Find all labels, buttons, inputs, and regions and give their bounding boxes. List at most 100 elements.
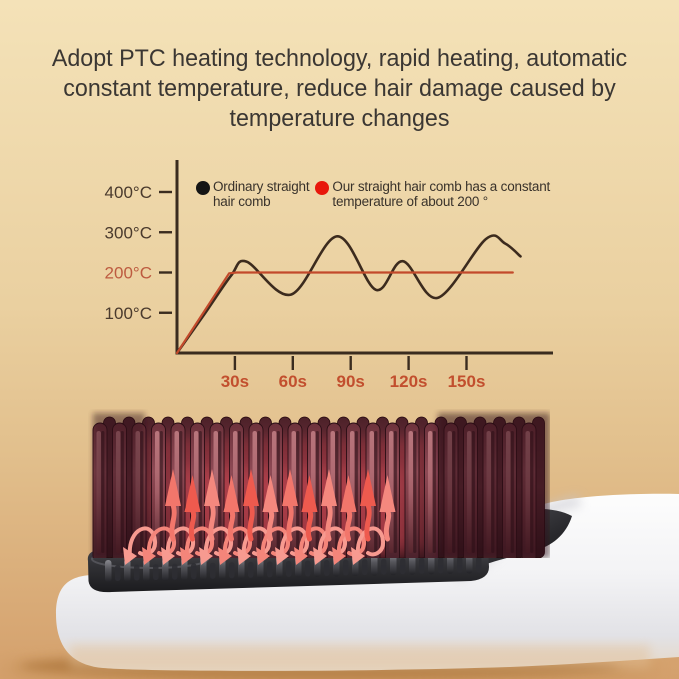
- heat-up-arrowhead-icon: [379, 475, 396, 512]
- x-axis-tick-label: 120s: [390, 372, 428, 391]
- bristle-loop-highlight: [194, 431, 199, 553]
- heat-up-arrowhead-icon: [321, 469, 337, 506]
- x-axis-tick-label: 60s: [279, 372, 307, 391]
- heat-up-arrow-icon: [344, 508, 353, 542]
- x-axis-tick-label: 150s: [448, 372, 486, 391]
- bristle-loop-highlight: [408, 431, 413, 553]
- heat-up-arrowhead-icon: [204, 469, 220, 506]
- bristle-tip: [419, 557, 425, 574]
- bristle-tip: [400, 558, 406, 575]
- heat-up-arrow-icon: [383, 508, 392, 542]
- heat-curl-arrowhead-icon: [313, 547, 327, 565]
- bristle-loop-highlight: [155, 431, 160, 553]
- heat-curl-arrowhead-icon: [275, 547, 289, 565]
- bristle-tip: [210, 562, 216, 579]
- bristle-shade-left: [93, 413, 145, 558]
- bristle-loop-highlight: [311, 431, 316, 553]
- bristle-loop-shadow: [354, 431, 358, 553]
- heat-up-arrowhead-icon: [360, 469, 376, 506]
- heat-curl-arrowhead-icon: [180, 547, 194, 565]
- bristle-tip: [362, 559, 368, 576]
- bristle-tip: [305, 560, 311, 577]
- bristle-loop-shadow: [315, 431, 319, 553]
- headline-line-1: Adopt PTC heating technology, rapid heat…: [51, 45, 628, 72]
- bristle-loop-shadow: [432, 431, 436, 553]
- heat-curl-arrowhead-icon: [294, 547, 308, 565]
- bristle-loop-highlight: [389, 431, 394, 553]
- bristle-tip: [457, 556, 463, 573]
- heat-curl-arrowhead-icon: [161, 547, 175, 565]
- bristle-loop-shadow: [179, 431, 183, 553]
- heat-up-arrow-icon: [325, 502, 333, 542]
- product-image-hair-straightener-comb: [0, 413, 679, 679]
- bristle-loop-shadow: [413, 431, 417, 553]
- heat-curl-arrowhead-icon: [123, 547, 137, 565]
- heat-up-arrowhead-icon: [340, 475, 357, 512]
- legend-label: Ordinary straight hair comb: [213, 179, 310, 209]
- bristle-tip: [381, 558, 387, 575]
- heat-up-arrowhead-icon: [301, 475, 318, 512]
- temperature-line-chart: 400°C 300°C 200°C 100°C 30s 60s 90s 120s 150s: [105, 160, 553, 391]
- bristle-tip: [124, 559, 131, 582]
- legend-item: Ordinary straight hair comb: [196, 179, 310, 209]
- heat-up-arrow-icon: [188, 508, 197, 542]
- bristle-shade-right: [438, 413, 550, 558]
- heat-up-arrowhead-icon: [223, 475, 240, 512]
- heat-up-arrow-icon: [169, 502, 177, 542]
- bristle-tip: [390, 553, 397, 576]
- y-axis-tick-label: 100°C: [105, 304, 152, 323]
- heat-up-arrow-icon: [208, 502, 216, 542]
- heat-up-arrowhead-icon: [184, 475, 201, 512]
- heat-up-arrowhead-icon: [262, 475, 279, 512]
- heat-flow-arrows: [123, 469, 396, 565]
- bristle-loop-shadow: [257, 431, 261, 553]
- bristle-loop-shadow: [237, 431, 241, 553]
- series-line-our-comb: [175, 271, 514, 355]
- heat-up-arrow-icon: [227, 508, 236, 542]
- headline-line-3: temperature changes: [229, 105, 450, 132]
- bristle-tip: [438, 557, 444, 574]
- heat-curl-arrowhead-icon: [142, 547, 156, 565]
- bristle-tip: [476, 556, 482, 573]
- heat-curl-arrowhead-icon: [332, 547, 346, 565]
- headline-line-2: constant temperature, reduce hair damage…: [63, 75, 616, 102]
- y-axis-tick-label: 400°C: [105, 183, 152, 202]
- bristle-loop-highlight: [233, 431, 238, 553]
- bristle-loop-highlight: [272, 431, 277, 553]
- heat-up-arrowhead-icon: [165, 469, 181, 506]
- bristle-tip: [143, 559, 150, 582]
- bristle-loop-shadow: [218, 431, 222, 553]
- bristle-loop-shadow: [296, 431, 300, 553]
- series-line-ordinary-comb: [175, 234, 522, 355]
- bristle-loop-highlight: [350, 431, 355, 553]
- chart-legend: Ordinary straight hair comb Our straight h…: [196, 179, 556, 209]
- bristle-loop-shadow: [276, 431, 280, 553]
- heat-curl-arrowhead-icon: [218, 547, 232, 565]
- y-axis-tick-label: 300°C: [105, 223, 152, 242]
- bristle-loop-shadow: [335, 431, 339, 553]
- heat-up-arrow-icon: [266, 508, 275, 542]
- heat-up-arrow-icon: [364, 502, 372, 542]
- bristle-tip: [134, 564, 140, 581]
- bristle-tip: [286, 560, 292, 577]
- legend-dot-icon: [196, 181, 210, 195]
- heat-curl-arrowhead-icon: [237, 547, 251, 565]
- bristle-tip: [324, 560, 330, 577]
- bristle-tip: [371, 553, 378, 576]
- bristle-tips-row: [105, 551, 482, 582]
- bristle-loop-shadow: [374, 431, 378, 553]
- legend-dot-icon: [315, 181, 330, 195]
- bristle-tip: [267, 561, 273, 578]
- bristle-tip: [343, 559, 349, 576]
- bristle-tip: [115, 565, 121, 581]
- heat-beam-lines: [155, 546, 356, 646]
- bristle-tip: [409, 552, 416, 575]
- bristle-loop-highlight: [428, 431, 433, 553]
- bristle-tip: [229, 562, 235, 579]
- bristle-loop-shadow: [393, 431, 397, 553]
- bristle-tip: [105, 560, 112, 582]
- bristle-tip: [248, 561, 254, 578]
- heat-curl-arrowhead-icon: [256, 547, 270, 565]
- heat-curl-arrow-icon: [355, 526, 386, 559]
